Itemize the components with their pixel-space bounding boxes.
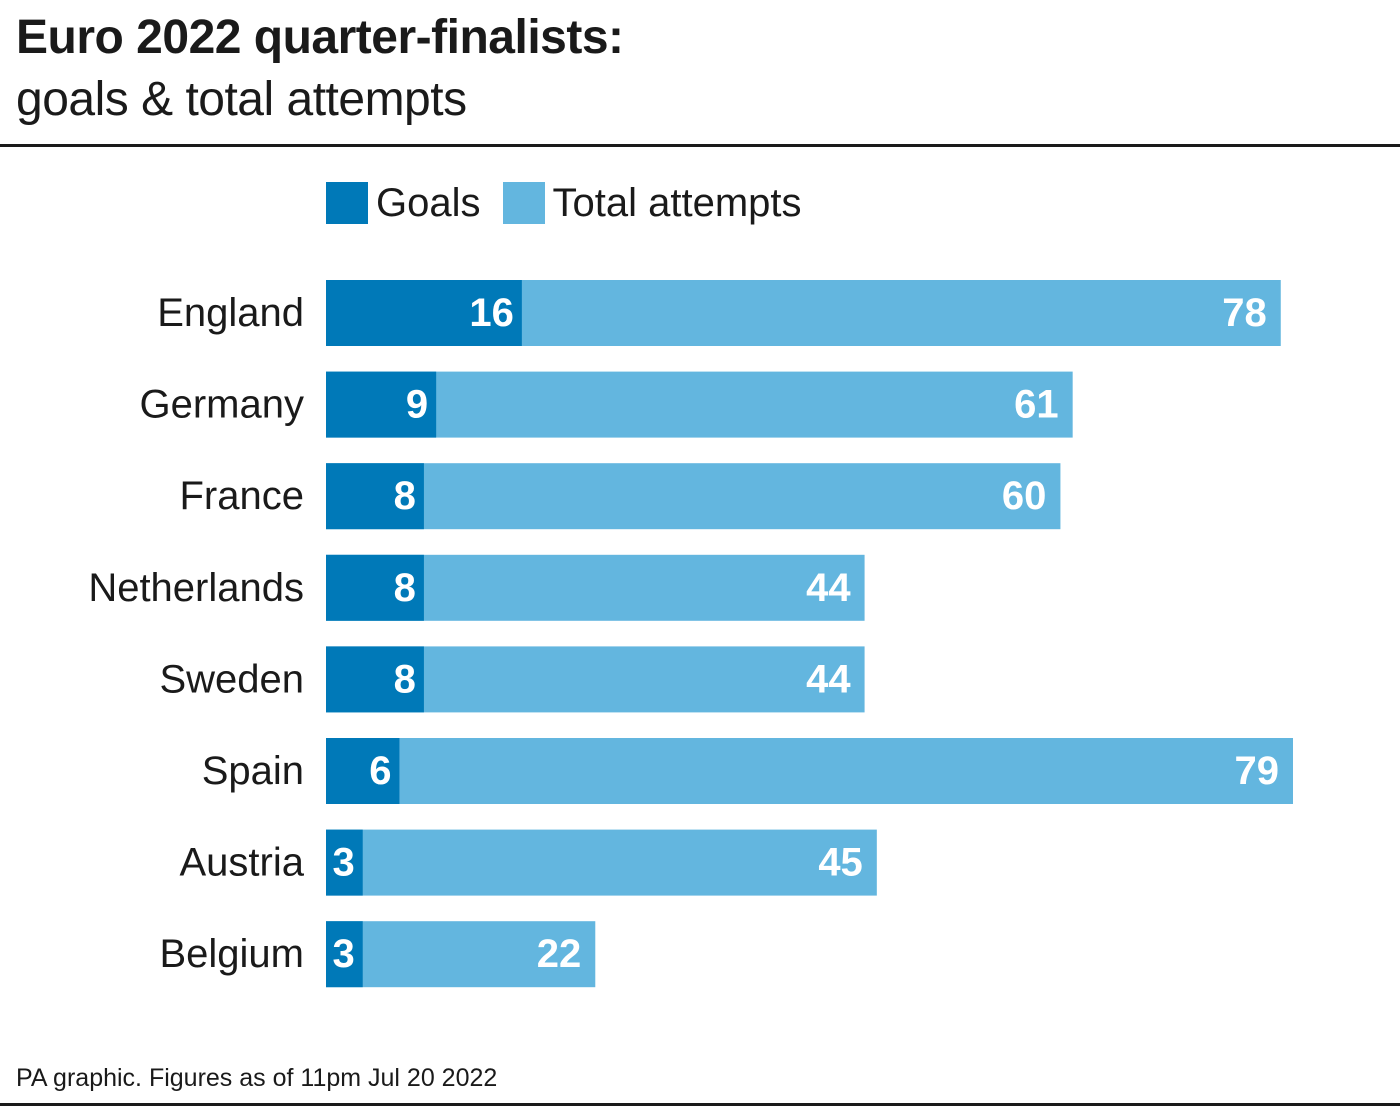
bar-attempts-austria [326, 829, 877, 896]
goals-value-belgium: 3 [332, 932, 354, 976]
bar-goals-germany [326, 371, 437, 438]
goals-value-spain: 6 [369, 749, 391, 793]
goals-value-germany: 9 [406, 383, 428, 427]
title-divider [0, 144, 1400, 147]
legend-swatch-goals [326, 182, 368, 224]
category-label-spain: Spain [202, 749, 304, 793]
category-label-belgium: Belgium [159, 932, 304, 976]
goals-value-austria: 3 [332, 841, 354, 885]
bar-goals-sweden [326, 646, 424, 713]
chart-title: Euro 2022 quarter-finalists: [16, 11, 624, 64]
bar-goals-france [326, 463, 424, 530]
chart-subtitle: goals & total attempts [16, 73, 467, 126]
bar-goals-austria [326, 829, 363, 896]
bar-attempts-germany [326, 371, 1073, 438]
legend-label-attempts: Total attempts [552, 181, 802, 225]
bar-attempts-spain [326, 738, 1293, 804]
bar-goals-belgium [326, 921, 363, 988]
category-label-france: France [180, 474, 305, 518]
goals-value-england: 16 [469, 291, 514, 335]
attempts-value-germany: 61 [1014, 383, 1059, 427]
category-label-sweden: Sweden [159, 657, 304, 701]
legend-swatch-attempts [502, 182, 545, 224]
bar-goals-netherlands [326, 554, 424, 621]
attempts-value-belgium: 22 [537, 932, 582, 976]
category-label-england: England [157, 291, 304, 335]
goals-value-sweden: 8 [394, 657, 416, 701]
bottom-divider [0, 1103, 1400, 1106]
goals-value-france: 8 [394, 474, 416, 518]
legend-label-goals: Goals [376, 181, 481, 225]
attempts-value-england: 78 [1222, 291, 1267, 335]
attempts-value-spain: 79 [1235, 749, 1280, 793]
legend: Goals Total attempts [326, 180, 824, 226]
attempts-value-austria: 45 [818, 841, 863, 885]
attempts-value-sweden: 44 [806, 657, 851, 701]
bar-goals-spain [326, 738, 400, 804]
attempts-value-france: 60 [1002, 474, 1047, 518]
goals-value-netherlands: 8 [394, 566, 416, 610]
category-label-netherlands: Netherlands [88, 566, 304, 610]
category-label-austria: Austria [180, 841, 305, 885]
bar-attempts-belgium [326, 921, 596, 988]
attempts-value-netherlands: 44 [806, 566, 851, 610]
category-label-germany: Germany [140, 383, 305, 427]
bar-attempts-france [326, 463, 1061, 530]
source-note: PA graphic. Figures as of 11pm Jul 20 20… [16, 1064, 498, 1092]
bar-goals-england [326, 280, 522, 346]
